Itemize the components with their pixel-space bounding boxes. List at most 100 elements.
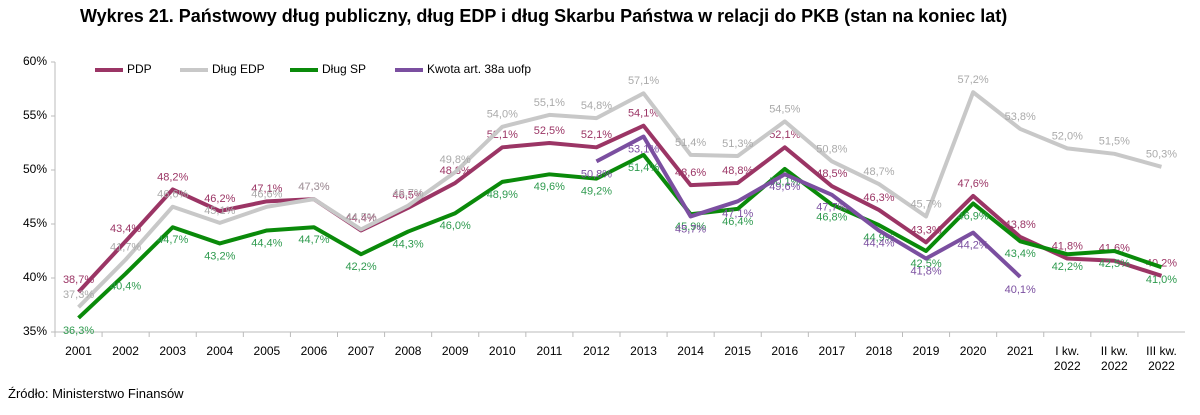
- data-label: 47,1%: [722, 208, 753, 220]
- data-label: 46,0%: [440, 220, 471, 232]
- series-line: [77, 123, 1163, 294]
- y-tick-label: 60%: [23, 54, 47, 68]
- data-label: 57,2%: [958, 74, 989, 86]
- data-label: 54,1%: [628, 108, 659, 120]
- data-label: 48,6%: [675, 167, 706, 179]
- x-tick-label: 2010: [488, 344, 516, 358]
- x-tick-label: 2019: [912, 344, 940, 358]
- data-label: 49,6%: [534, 181, 565, 193]
- x-tick-label: 2012: [583, 344, 610, 358]
- data-label: 44,3%: [393, 238, 424, 250]
- data-label: 44,4%: [251, 237, 282, 249]
- data-label: 53,1%: [628, 143, 659, 155]
- data-label: 47,7%: [816, 202, 847, 214]
- chart-title: Wykres 21. Państwowy dług publiczny, dłu…: [80, 6, 1008, 26]
- data-label: 55,1%: [534, 97, 565, 109]
- data-label: 45,7%: [675, 223, 706, 235]
- x-tick-label: 2011: [536, 344, 563, 358]
- x-tick-label: I kw. 2022: [1053, 344, 1081, 373]
- data-label: 37,3%: [63, 289, 94, 301]
- x-tick-label: 2016: [771, 344, 799, 358]
- data-label: 41,7%: [110, 242, 141, 254]
- data-label: 48,5%: [816, 168, 847, 180]
- x-tick-label: 2021: [1006, 344, 1034, 358]
- data-label: 47,3%: [298, 181, 329, 193]
- data-label: 51,5%: [1099, 136, 1130, 148]
- data-label: 46,3%: [863, 192, 894, 204]
- y-tick-label: 55%: [23, 108, 47, 122]
- x-tick-label: 2013: [630, 344, 657, 358]
- legend-label: Kwota art. 38a uofp: [427, 62, 531, 76]
- data-label: 54,8%: [581, 100, 612, 112]
- data-label: 42,5%: [910, 258, 941, 270]
- data-label: 45,9%: [675, 221, 706, 233]
- data-label: 48,9%: [487, 189, 518, 201]
- data-label: 41,8%: [910, 265, 941, 277]
- x-tick-label: III kw. 2022: [1146, 344, 1177, 373]
- data-label: 44,5%: [345, 211, 376, 223]
- x-tick-label: 2006: [300, 344, 328, 358]
- data-label: 46,9%: [958, 210, 989, 222]
- data-label: 40,1%: [1005, 284, 1036, 296]
- data-label: 47,3%: [298, 181, 329, 193]
- data-label: 47,1%: [251, 183, 282, 195]
- data-label: 57,1%: [628, 75, 659, 87]
- series-line: [77, 90, 1162, 309]
- data-label: 49,8%: [440, 154, 471, 166]
- x-tick-label: 2005: [253, 344, 281, 358]
- data-label: 46,4%: [722, 216, 753, 228]
- x-tick-label: 2020: [959, 344, 987, 358]
- data-label: 43,3%: [910, 224, 941, 236]
- data-label: 52,5%: [534, 125, 565, 137]
- legend-label: Dług SP: [322, 62, 366, 76]
- x-tick-label: 2015: [724, 344, 752, 358]
- data-label: 54,0%: [487, 109, 518, 121]
- data-label: 52,0%: [1052, 130, 1083, 142]
- y-tick-label: 50%: [23, 162, 47, 176]
- data-label: 54,5%: [769, 103, 800, 115]
- data-label: 46,6%: [251, 189, 282, 201]
- data-label: 42,2%: [345, 261, 376, 273]
- data-label: 49,2%: [581, 186, 612, 198]
- data-label: 46,6%: [157, 189, 188, 201]
- legend-label: PDP: [127, 62, 152, 76]
- data-label: 49,6%: [769, 181, 800, 193]
- data-label: 44,2%: [958, 240, 989, 252]
- x-tick-label: 2008: [394, 344, 422, 358]
- y-tick-label: 45%: [23, 216, 47, 230]
- data-label: 44,4%: [345, 212, 376, 224]
- data-label: 53,8%: [1005, 111, 1036, 123]
- data-label: 45,1%: [204, 205, 235, 217]
- data-label: 48,8%: [722, 165, 753, 177]
- data-label: 47,6%: [958, 178, 989, 190]
- data-label: 46,7%: [393, 188, 424, 200]
- data-label: 38,7%: [63, 274, 94, 286]
- data-label: 44,7%: [157, 234, 188, 246]
- data-label: 42,2%: [1052, 261, 1083, 273]
- data-label: 48,2%: [157, 171, 188, 183]
- x-tick-label: 2018: [865, 344, 893, 358]
- y-tick-label: 40%: [23, 270, 47, 284]
- data-label: 46,8%: [816, 211, 847, 223]
- data-label: 50,8%: [581, 168, 612, 180]
- data-label: 43,2%: [204, 250, 235, 262]
- data-label: 46,2%: [204, 193, 235, 205]
- x-tick-label: 2014: [677, 344, 704, 358]
- series-line: [595, 134, 1022, 279]
- data-label: 41,0%: [1146, 274, 1177, 286]
- data-label: 40,2%: [1146, 258, 1177, 270]
- data-label: 52,1%: [769, 129, 800, 141]
- x-tick-label: II kw. 2022: [1100, 344, 1129, 373]
- data-label: 50,3%: [1146, 149, 1177, 161]
- data-label: 45,7%: [910, 198, 941, 210]
- x-tick-label: 2001: [65, 344, 92, 358]
- data-label: 40,4%: [110, 281, 141, 293]
- x-tick-label: 2002: [112, 344, 139, 358]
- source-note: Źródło: Ministerstwo Finansów: [8, 386, 184, 401]
- data-label: 43,4%: [1005, 248, 1036, 260]
- data-label: 43,8%: [1005, 219, 1036, 231]
- y-tick-label: 35%: [23, 324, 47, 338]
- data-label: 44,4%: [863, 237, 894, 249]
